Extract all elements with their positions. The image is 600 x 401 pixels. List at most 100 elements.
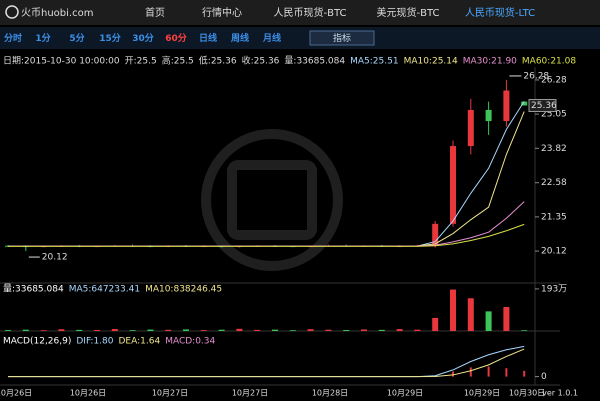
info-text: MACD(12,26,9) <box>3 337 71 347</box>
volume-bar <box>521 330 528 331</box>
volume-bar <box>183 329 189 331</box>
indicator-button[interactable] <box>309 30 375 46</box>
y-tick-label: 21.35 <box>541 212 567 222</box>
ma-line <box>8 223 525 247</box>
info-text: 收:25.36 <box>242 55 280 67</box>
info-text: MA60:21.08 <box>522 57 576 67</box>
x-tick-label: 10月26日 <box>0 389 32 398</box>
x-tick-label: 10月27日 <box>152 389 188 398</box>
y-tick-label: 193万 <box>541 284 567 294</box>
volume-bar <box>111 329 118 331</box>
info-text: 量:33685.084 <box>284 56 345 67</box>
period-tab[interactable]: 1分 <box>35 32 50 44</box>
volume-bar <box>307 329 314 331</box>
info-text: MA10:838246.45 <box>145 285 222 295</box>
volume-bar <box>272 329 278 331</box>
volume-bar <box>22 329 29 331</box>
candle-body <box>432 223 439 247</box>
volume-bar <box>396 329 403 331</box>
volume-bar <box>467 298 474 331</box>
low-label: 20.12 <box>42 253 68 263</box>
volume-bar <box>432 317 439 331</box>
x-tick-label: 10月28日 <box>312 389 348 398</box>
volume-bar <box>5 330 11 331</box>
x-tick-label: 10月29日 <box>464 389 500 398</box>
nav-link[interactable]: 行情中心 <box>202 6 242 19</box>
info-text: MA5:25.51 <box>350 57 398 67</box>
nav-link[interactable]: 美元现货-BTC <box>377 6 440 19</box>
x-tick-label: 10月26日 <box>70 389 106 398</box>
volume-bar <box>165 329 172 331</box>
info-text: 日期:2015-10-30 10:00:00 <box>3 56 120 67</box>
info-text: MA30:21.90 <box>463 57 517 67</box>
volume-bar <box>76 329 83 331</box>
volume-bar <box>94 329 100 331</box>
indicator-label[interactable]: 指标 <box>333 32 351 44</box>
nav-link[interactable]: 人民币现货-BTC <box>274 6 347 19</box>
watermark <box>201 129 343 271</box>
volume-bar <box>254 329 261 331</box>
volume-bar <box>147 329 154 331</box>
period-tab[interactable]: 月线 <box>262 32 281 44</box>
period-tab[interactable]: 30分 <box>132 32 154 44</box>
y-tick-label: 20.12 <box>541 247 567 257</box>
logo: 火币huobi.com <box>21 7 93 19</box>
info-text: MA10:25.14 <box>404 57 458 67</box>
x-tick-label: 10月29日 <box>387 389 423 398</box>
y-tick-label: 22.58 <box>541 178 567 188</box>
volume-bar <box>218 329 225 331</box>
info-text: MA5:647233.41 <box>69 285 140 295</box>
price-tag <box>528 99 557 112</box>
nav-link[interactable]: 首页 <box>145 6 165 19</box>
price-tag-label: 25.36 <box>531 101 557 111</box>
period-tab[interactable]: 分时 <box>4 32 22 44</box>
period-tab[interactable]: 5分 <box>69 32 84 44</box>
x-tick-label: 10月27日 <box>232 389 268 398</box>
y-tick-label: 0 <box>541 372 547 382</box>
x-tick-label: 10月30日 <box>509 389 545 398</box>
macd-line <box>8 348 525 378</box>
volume-bar <box>343 330 350 331</box>
volume-bar <box>129 330 136 331</box>
volume-bar <box>289 330 296 331</box>
volume-bar <box>414 329 421 331</box>
volume-bar <box>378 329 385 331</box>
header-bar <box>0 0 600 25</box>
volume-bar <box>200 330 207 331</box>
y-tick-label: 26.28 <box>541 75 567 85</box>
candle-body <box>503 90 510 122</box>
version: ver 1.0.1 <box>542 389 578 398</box>
info-text: MACD:0.34 <box>165 337 215 347</box>
volume-bar <box>58 329 65 331</box>
info-text: DEA:1.64 <box>119 337 161 347</box>
info-text: 量:33685.084 <box>3 284 64 295</box>
volume-bar <box>485 311 492 331</box>
volume-bar <box>450 289 456 331</box>
volume-bar <box>40 330 47 331</box>
period-tab[interactable]: 60分 <box>165 32 187 44</box>
nav-link[interactable]: 人民币现货-LTC <box>465 6 535 19</box>
volume-bar <box>361 329 367 331</box>
volume-bar <box>325 329 332 331</box>
candle-body <box>450 146 456 224</box>
toolbar <box>0 27 600 49</box>
y-tick-label: 25.05 <box>541 110 567 120</box>
period-tab[interactable]: 日线 <box>199 32 217 44</box>
info-text: 高:25.5 <box>162 55 194 67</box>
period-tab[interactable]: 15分 <box>99 32 121 44</box>
logo-icon <box>5 5 19 19</box>
candle-body <box>485 109 492 122</box>
candle-body <box>467 109 474 147</box>
high-label: 26.28 <box>523 71 549 81</box>
info-text: DIF:1.80 <box>76 337 113 347</box>
period-tab[interactable]: 周线 <box>231 32 249 44</box>
info-text: 开:25.5 <box>125 56 157 67</box>
info-text: 低:25.36 <box>199 55 237 67</box>
volume-bar <box>503 307 510 331</box>
y-tick-label: 23.82 <box>541 144 567 154</box>
candle-body <box>521 101 528 106</box>
